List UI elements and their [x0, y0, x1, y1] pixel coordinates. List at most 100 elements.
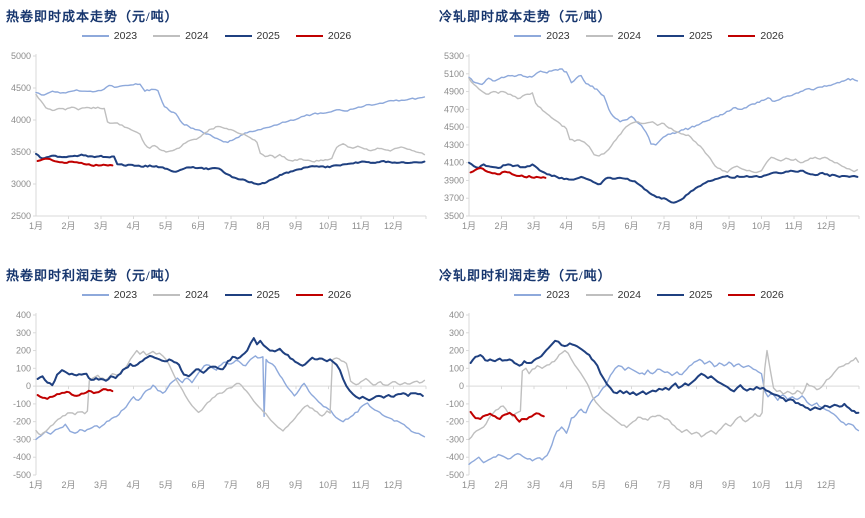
legend-line-swatch [81, 35, 109, 37]
legend-item-2025: 2025 [657, 30, 712, 42]
x-axis-tick-label: 7月 [657, 221, 671, 231]
y-axis-tick-label: 3900 [444, 175, 464, 185]
y-axis-tick-label: 100 [449, 363, 464, 373]
y-axis-tick-label: 4900 [444, 87, 464, 97]
legend-item-2023: 2023 [81, 289, 137, 301]
x-axis-tick-label: 11月 [352, 221, 370, 231]
x-axis-tick-label: 7月 [657, 480, 671, 490]
legend-label: 2026 [760, 289, 784, 301]
y-axis-tick-label: 4500 [11, 83, 31, 93]
legend-line-swatch [224, 294, 252, 296]
y-axis-tick-label: -300 [13, 434, 31, 444]
legend-label: 2026 [327, 30, 352, 42]
x-axis-tick-label: 5月 [592, 480, 606, 490]
y-axis-tick-label: 200 [16, 346, 31, 356]
y-axis-tick-label: -400 [446, 452, 464, 462]
legend-line-swatch [224, 35, 252, 37]
legend-item-2025: 2025 [224, 289, 280, 301]
y-axis-tick-label: -300 [446, 434, 464, 444]
panel-cold-cost: 冷轧即时成本走势（元/吨） 2023 2024 2025 2026 3500 37… [433, 0, 865, 259]
chart-title: 热卷即时成本走势（元/吨） [6, 9, 179, 24]
hot-cost-line-chart: 2500 3000 3500 4000 4500 5000 1月 2月 3月 4月 5月 6月 7月 8月… [11, 51, 427, 231]
x-axis-tick-label: 3月 [527, 480, 541, 490]
x-axis-tick-label: 9月 [722, 221, 736, 231]
legend-line-swatch [585, 35, 613, 37]
x-axis-tick-label: 7月 [224, 221, 238, 231]
legend-item-2024: 2024 [153, 30, 209, 42]
legend-item-2026: 2026 [728, 30, 784, 42]
x-axis-tick-label: 9月 [722, 480, 736, 490]
legend-label: 2025 [689, 289, 713, 301]
legend-line-swatch [514, 294, 542, 296]
x-axis-tick-label: 3月 [94, 480, 108, 490]
legend-item-2026: 2026 [728, 289, 784, 301]
y-axis-tick-label: 400 [16, 310, 31, 320]
legend-line-swatch [153, 35, 181, 37]
series-line-2026 [36, 388, 114, 400]
chart-legend: 2023 2024 2025 2026 [0, 24, 433, 48]
x-axis-tick-label: 1月 [462, 221, 476, 231]
legend-line-swatch [585, 294, 613, 296]
x-axis-tick-label: 8月 [689, 221, 703, 231]
hot-profit-line-chart: -500 -400 -300 -200 -100 0 100 200 300 400 1月 2月 3月 4… [13, 310, 427, 490]
panel-hot-profit: 热卷即时利润走势（元/吨） 2023 2024 2025 2026 -500 -4… [0, 259, 433, 518]
legend-item-2026: 2026 [295, 30, 352, 42]
y-axis-tick-label: 400 [449, 310, 464, 320]
legend-line-swatch [153, 294, 181, 296]
series-line-2024 [35, 349, 426, 436]
x-axis-tick-label: 10月 [319, 221, 338, 231]
legend-item-2023: 2023 [514, 289, 570, 301]
series-line-2024 [468, 77, 859, 174]
y-axis-tick-label: 3000 [11, 179, 31, 189]
x-axis-tick-label: 3月 [94, 221, 108, 231]
y-axis-tick-label: -200 [13, 417, 31, 427]
series-line-2026 [36, 157, 114, 167]
x-axis-tick-label: 5月 [159, 480, 173, 490]
legend-label: 2024 [617, 289, 641, 301]
x-axis-tick-label: 1月 [29, 221, 43, 231]
legend-label: 2025 [689, 30, 713, 42]
y-axis-tick-label: 0 [459, 381, 464, 391]
series-line-2024 [468, 349, 860, 441]
x-axis-tick-label: 4月 [559, 480, 573, 490]
legend-label: 2024 [185, 289, 209, 301]
y-axis-tick-label: 0 [26, 381, 31, 391]
y-axis-tick-label: 200 [449, 346, 464, 356]
y-axis-tick-label: -400 [13, 452, 31, 462]
legend-label: 2025 [256, 30, 280, 42]
y-axis-tick-label: 4500 [444, 122, 464, 132]
series-line-2025 [468, 161, 859, 204]
series-line-2025 [35, 152, 426, 186]
series-line-2025 [36, 337, 424, 402]
x-axis-tick-label: 2月 [494, 221, 508, 231]
legend-item-2024: 2024 [585, 30, 641, 42]
legend-item-2026: 2026 [295, 289, 352, 301]
chart-legend: 2023 2024 2025 2026 [433, 24, 865, 48]
x-axis-tick-label: 6月 [191, 221, 205, 231]
x-axis-tick-label: 2月 [61, 480, 75, 490]
x-axis-tick-label: 8月 [256, 221, 270, 231]
chart-title: 冷轧即时成本走势（元/吨） [439, 9, 612, 24]
x-axis-tick-label: 6月 [624, 480, 638, 490]
x-axis-tick-label: 12月 [384, 221, 403, 231]
x-axis-tick-label: 9月 [289, 221, 303, 231]
y-axis-tick-label: 4000 [11, 115, 31, 125]
x-axis-tick-label: 4月 [126, 480, 140, 490]
series-line-2026 [469, 410, 545, 423]
legend-line-swatch [81, 294, 109, 296]
x-axis-tick-label: 1月 [462, 480, 476, 490]
legend-item-2024: 2024 [585, 289, 641, 301]
y-axis-tick-label: 300 [16, 328, 31, 338]
legend-item-2023: 2023 [514, 30, 570, 42]
series-line-2023 [35, 355, 426, 441]
y-axis-tick-label: 3700 [444, 193, 464, 203]
series-line-2023 [35, 83, 426, 144]
x-axis-tick-label: 9月 [289, 480, 303, 490]
series-line-2023 [468, 358, 860, 466]
y-axis-tick-label: 5000 [11, 51, 31, 61]
legend-line-swatch [657, 35, 684, 37]
cold-profit-line-chart: -500 -400 -300 -200 -100 0 100 200 300 400 1月 2月 3月 4… [446, 310, 860, 490]
legend-label: 2026 [327, 289, 352, 301]
y-axis-tick-label: -500 [13, 470, 31, 480]
